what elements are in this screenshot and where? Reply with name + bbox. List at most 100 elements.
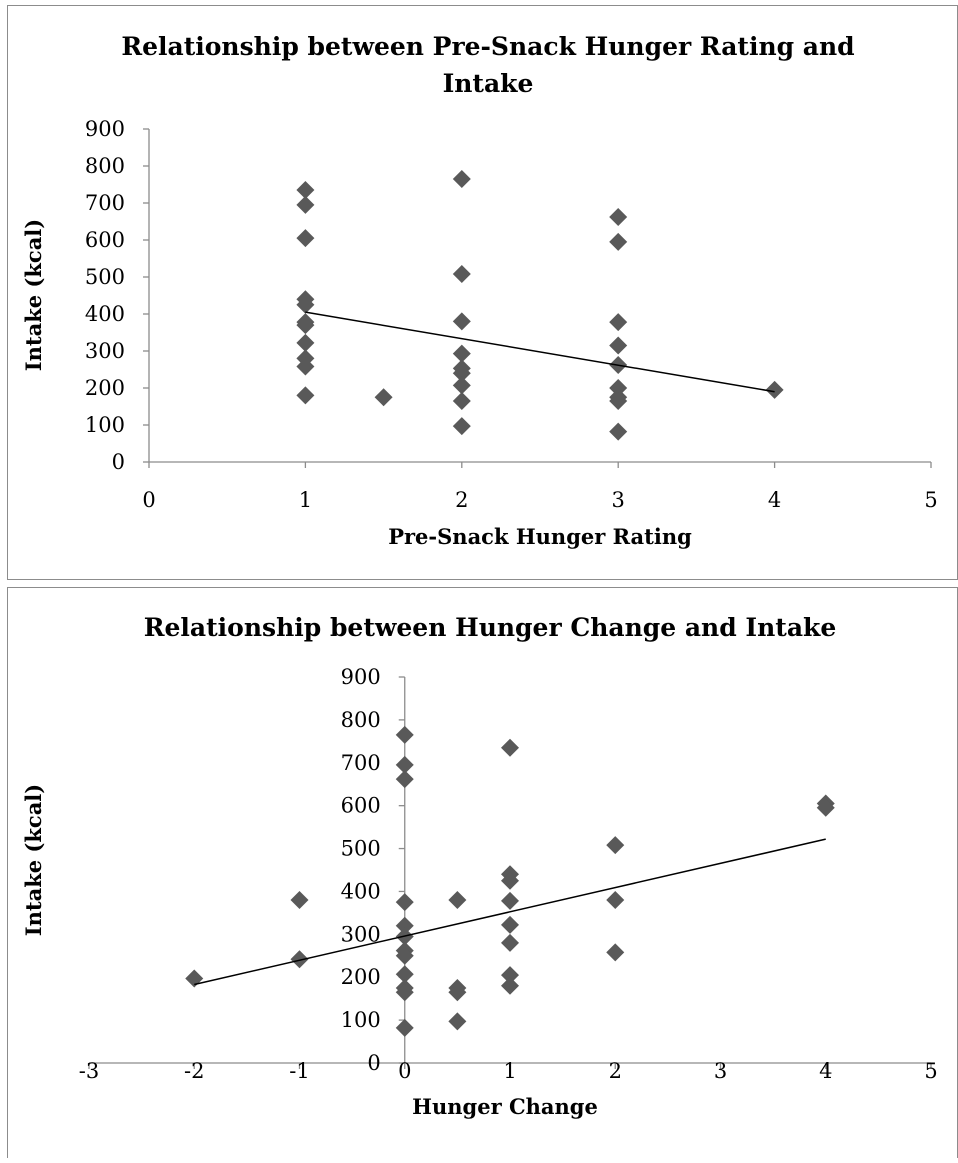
- chart-2-data-point: [501, 738, 519, 757]
- chart-1-data-point: [296, 195, 315, 214]
- chart-2-data-point: [395, 893, 414, 912]
- chart-1-data-point: [296, 357, 315, 376]
- chart-2-data-point: [395, 725, 414, 744]
- chart-1-x-tick-label: 3: [612, 488, 625, 512]
- chart-2-data-point: [606, 891, 625, 910]
- chart-1-data-point: [296, 181, 315, 200]
- chart-1-data-point: [452, 344, 471, 363]
- chart-1-y-tick-label: 100: [85, 413, 125, 437]
- chart-2-data-point: [395, 983, 414, 1002]
- chart-1-data-point: [452, 265, 471, 284]
- chart-1-axes: [143, 128, 932, 468]
- chart-2-x-tick-label: 4: [819, 1059, 832, 1083]
- chart-2-data-point: [448, 891, 467, 910]
- chart-2-y-tick-label: 700: [341, 751, 381, 775]
- chart-2-y-tick-label: 300: [341, 922, 381, 946]
- chart-2-data-point: [501, 915, 519, 934]
- chart-2-y-tick-label: 0: [367, 1051, 380, 1075]
- chart-1-x-tick-label: 5: [924, 488, 937, 512]
- chart-2-title: Relationship between Hunger Change and I…: [144, 613, 837, 642]
- chart-2-data-point: [395, 755, 414, 774]
- chart-1-title-line-2: Intake: [443, 69, 534, 98]
- chart-2-trendline: [194, 838, 826, 986]
- chart-1-data-point: [374, 388, 393, 407]
- chart-1-y-tick-label: 0: [112, 450, 125, 474]
- chart-1-data-point: [609, 232, 628, 251]
- chart-2-x-tick-label: 1: [503, 1059, 516, 1083]
- chart-1-data-point: [296, 386, 315, 405]
- chart-2-tick-labels: 0 100 200 300 400 500 600 700 800 900 -3 -2 -1 0 1 2 3 4 5: [79, 665, 938, 1083]
- chart-2-x-tick-label: 0: [398, 1059, 411, 1083]
- chart-1-data-point: [296, 316, 315, 335]
- chart-2-data-point: [395, 946, 414, 965]
- chart-1-data-point: [296, 333, 315, 352]
- chart-2-y-tick-label: 400: [341, 879, 381, 903]
- chart-1-x-tick-label: 2: [455, 488, 468, 512]
- chart-1-y-axis-label: Intake (kcal): [21, 219, 46, 371]
- chart-1-x-tick-label: 0: [142, 488, 155, 512]
- chart-1-data-point: [452, 169, 471, 188]
- chart-1-tick-labels: 0 100 200 300 400 500 600 700 800 900 0 1 2 3 4 5: [85, 117, 938, 512]
- chart-1-data-point: [452, 312, 471, 331]
- chart-2-data-point: [501, 933, 519, 952]
- chart-2-points: [185, 725, 835, 1037]
- chart-1-y-tick-label: 300: [85, 339, 125, 363]
- chart-1-data-point: [296, 295, 315, 314]
- chart-2-frame: [7, 587, 958, 1163]
- chart-2-data-point: [448, 1012, 467, 1031]
- chart-2-data-point: [501, 966, 519, 985]
- chart-1-data-point: [609, 313, 628, 332]
- chart-1-y-tick-label: 200: [85, 376, 125, 400]
- chart-1-frame: [7, 5, 958, 580]
- chart-2-y-tick-label: 600: [341, 794, 381, 818]
- chart-2-x-tick-label: -3: [79, 1059, 99, 1083]
- chart-2-data-point: [606, 943, 625, 962]
- chart-1-data-point: [609, 422, 628, 441]
- chart-1-x-tick-label: 4: [768, 488, 781, 512]
- chart-1-trendline: [305, 311, 775, 393]
- chart-1-y-tick-label: 700: [85, 191, 125, 215]
- chart-2-y-tick-label: 900: [341, 665, 381, 689]
- chart-2-data-point: [606, 836, 625, 855]
- chart-1-data-point: [609, 379, 628, 397]
- chart-2-x-tick-label: -1: [289, 1059, 309, 1083]
- chart-2-y-tick-label: 200: [341, 965, 381, 989]
- chart-1-y-tick-label: 900: [85, 117, 125, 141]
- chart-1-trendline-line: [305, 311, 775, 393]
- chart-2-x-tick-label: 5: [924, 1059, 937, 1083]
- chart-2-data-point: [501, 871, 519, 890]
- chart-1-data-point: [609, 336, 628, 355]
- chart-2-y-tick-label: 800: [341, 708, 381, 732]
- chart-2-x-axis-label: Hunger Change: [412, 1094, 598, 1119]
- chart-2-data-point: [290, 950, 309, 969]
- chart-2-x-tick-label: 2: [609, 1059, 622, 1083]
- chart-1-x-tick-label: 1: [299, 488, 312, 512]
- chart-2-x-tick-label: -2: [184, 1059, 204, 1083]
- chart-1-data-point: [452, 364, 471, 383]
- chart-1-y-tick-label: 500: [85, 265, 125, 289]
- chart-1-y-tick-label: 800: [85, 154, 125, 178]
- chart-2-data-point: [290, 891, 309, 910]
- chart-1-points: [296, 169, 784, 441]
- chart-2-x-tick-label: 3: [714, 1059, 727, 1083]
- chart-2-data-point: [395, 965, 414, 984]
- chart-1-y-tick-label: 600: [85, 228, 125, 252]
- chart-2-y-axis-label: Intake (kcal): [21, 784, 46, 936]
- chart-2-trendline-line: [194, 838, 826, 986]
- chart-2-data-point: [395, 770, 414, 789]
- chart-1: Relationship between Pre-Snack Hunger Ra…: [7, 5, 958, 580]
- chart-2-data-point: [501, 976, 519, 995]
- chart-1-data-point: [609, 208, 628, 227]
- chart-2-data-point: [448, 983, 467, 1002]
- chart-1-data-point: [452, 376, 471, 395]
- chart-1-y-tick-label: 400: [85, 302, 125, 326]
- chart-1-data-point: [452, 391, 471, 410]
- chart-2-y-tick-label: 500: [341, 837, 381, 861]
- chart-2-data-point: [816, 798, 835, 817]
- chart-1-data-point: [609, 391, 628, 410]
- chart-2-y-tick-label: 100: [341, 1008, 381, 1032]
- chart-1-data-point: [765, 380, 784, 399]
- chart-1-data-point: [296, 229, 315, 248]
